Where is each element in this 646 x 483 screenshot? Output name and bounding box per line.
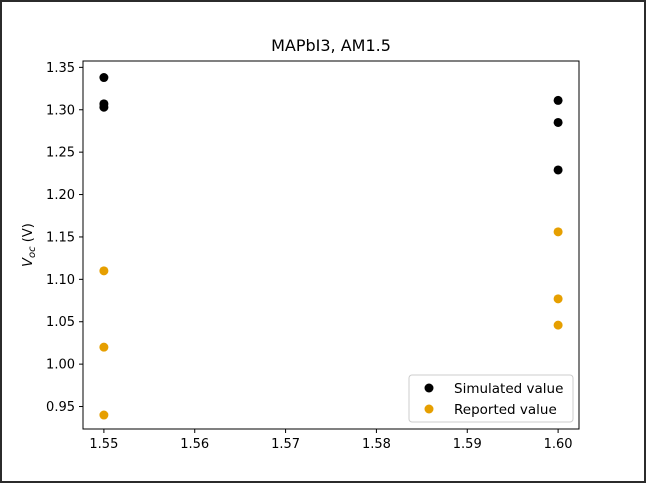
simulated-point — [553, 95, 563, 105]
reported-point — [99, 266, 109, 276]
x-tick-label: 1.57 — [271, 437, 300, 452]
simulated-point — [553, 117, 563, 127]
y-tick-label: 1.25 — [46, 146, 75, 161]
y-tick-label: 1.00 — [46, 358, 75, 373]
simulated-point — [553, 165, 563, 175]
legend-marker-reported — [424, 404, 434, 414]
reported-point — [99, 342, 109, 352]
y-tick-label: 1.30 — [46, 103, 75, 118]
reported-point — [553, 320, 563, 330]
reported-point — [99, 410, 109, 420]
y-tick-label: 1.35 — [46, 61, 75, 76]
legend-marker-simulated — [424, 383, 434, 393]
x-tick-label: 1.55 — [89, 437, 118, 452]
reported-point — [553, 227, 563, 237]
legend-box — [408, 374, 574, 423]
legend-label-reported: Reported value — [454, 402, 557, 418]
y-tick-label: 0.95 — [46, 400, 75, 415]
chart-title: MAPbI3, AM1.5 — [271, 36, 391, 55]
y-tick-label: 1.15 — [46, 230, 75, 245]
y-tick-label: 1.10 — [46, 273, 75, 288]
reported-point — [553, 294, 563, 304]
legend-label-simulated: Simulated value — [454, 381, 563, 397]
legend: Simulated value Reported value — [408, 374, 574, 423]
plot-area — [82, 60, 580, 430]
simulated-point — [99, 73, 109, 83]
data-points — [99, 73, 563, 420]
x-axis: 1.55 1.56 1.57 1.58 1.59 1.60 — [89, 429, 573, 452]
x-tick-label: 1.60 — [544, 437, 573, 452]
y-axis: 0.95 1.00 1.05 1.10 1.15 1.20 1.25 1.30 1.35 — [46, 61, 83, 415]
x-tick-label: 1.56 — [180, 437, 209, 452]
simulated-point — [99, 102, 109, 112]
y-tick-label: 1.05 — [46, 315, 75, 330]
x-tick-label: 1.59 — [453, 437, 482, 452]
y-axis-label: Voc (V) — [21, 223, 38, 267]
x-tick-label: 1.58 — [362, 437, 391, 452]
y-tick-label: 1.20 — [46, 188, 75, 203]
